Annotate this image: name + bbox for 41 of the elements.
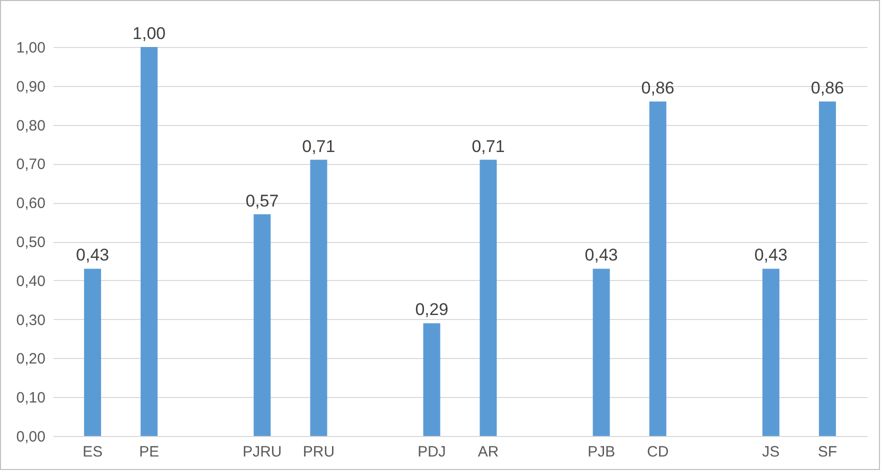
bar xyxy=(310,160,328,436)
data-label: 0,43 xyxy=(754,246,788,265)
data-label: 0,71 xyxy=(302,136,336,156)
bar xyxy=(818,101,836,436)
y-tick-label: 0,90 xyxy=(16,78,46,96)
y-tick-label: 0,60 xyxy=(16,195,46,212)
bar xyxy=(423,323,440,436)
data-label: 0,71 xyxy=(472,136,505,156)
x-tick-label: PE xyxy=(139,444,160,460)
bar xyxy=(592,268,610,436)
bar xyxy=(140,47,158,436)
data-label: 0,86 xyxy=(641,78,674,98)
bar xyxy=(254,214,271,436)
y-tick-label: 0,40 xyxy=(16,272,46,290)
x-tick-label: PJB xyxy=(588,444,616,460)
bar xyxy=(762,268,780,436)
bar xyxy=(649,101,666,436)
data-label: 1,00 xyxy=(132,24,166,43)
bar xyxy=(84,268,102,436)
x-tick-label: CD xyxy=(647,444,669,460)
y-tick-label: 0,80 xyxy=(16,117,46,134)
x-tick-label: AR xyxy=(478,444,499,460)
data-label: 0,43 xyxy=(584,246,618,265)
x-tick-label: PDJ xyxy=(418,444,446,460)
x-tick-label: ES xyxy=(82,444,103,460)
x-tick-label: PJRU xyxy=(242,444,282,460)
data-label: 0,29 xyxy=(415,300,448,320)
x-tick-label: PRU xyxy=(302,444,335,460)
x-tick-label: JS xyxy=(762,444,780,460)
x-tick-label: SF xyxy=(818,444,838,460)
y-tick-label: 0,70 xyxy=(16,156,46,174)
data-label: 0,86 xyxy=(810,78,844,98)
data-label: 0,57 xyxy=(246,191,279,210)
y-tick-label: 0,30 xyxy=(16,312,46,329)
y-tick-label: 1,00 xyxy=(16,40,46,56)
y-tick-label: 0,00 xyxy=(16,428,46,446)
y-tick-label: 0,20 xyxy=(16,350,46,368)
bar xyxy=(480,160,497,436)
y-tick-label: 0,50 xyxy=(16,234,46,251)
y-tick-label: 0,10 xyxy=(16,390,46,407)
data-label: 0,43 xyxy=(76,246,110,265)
